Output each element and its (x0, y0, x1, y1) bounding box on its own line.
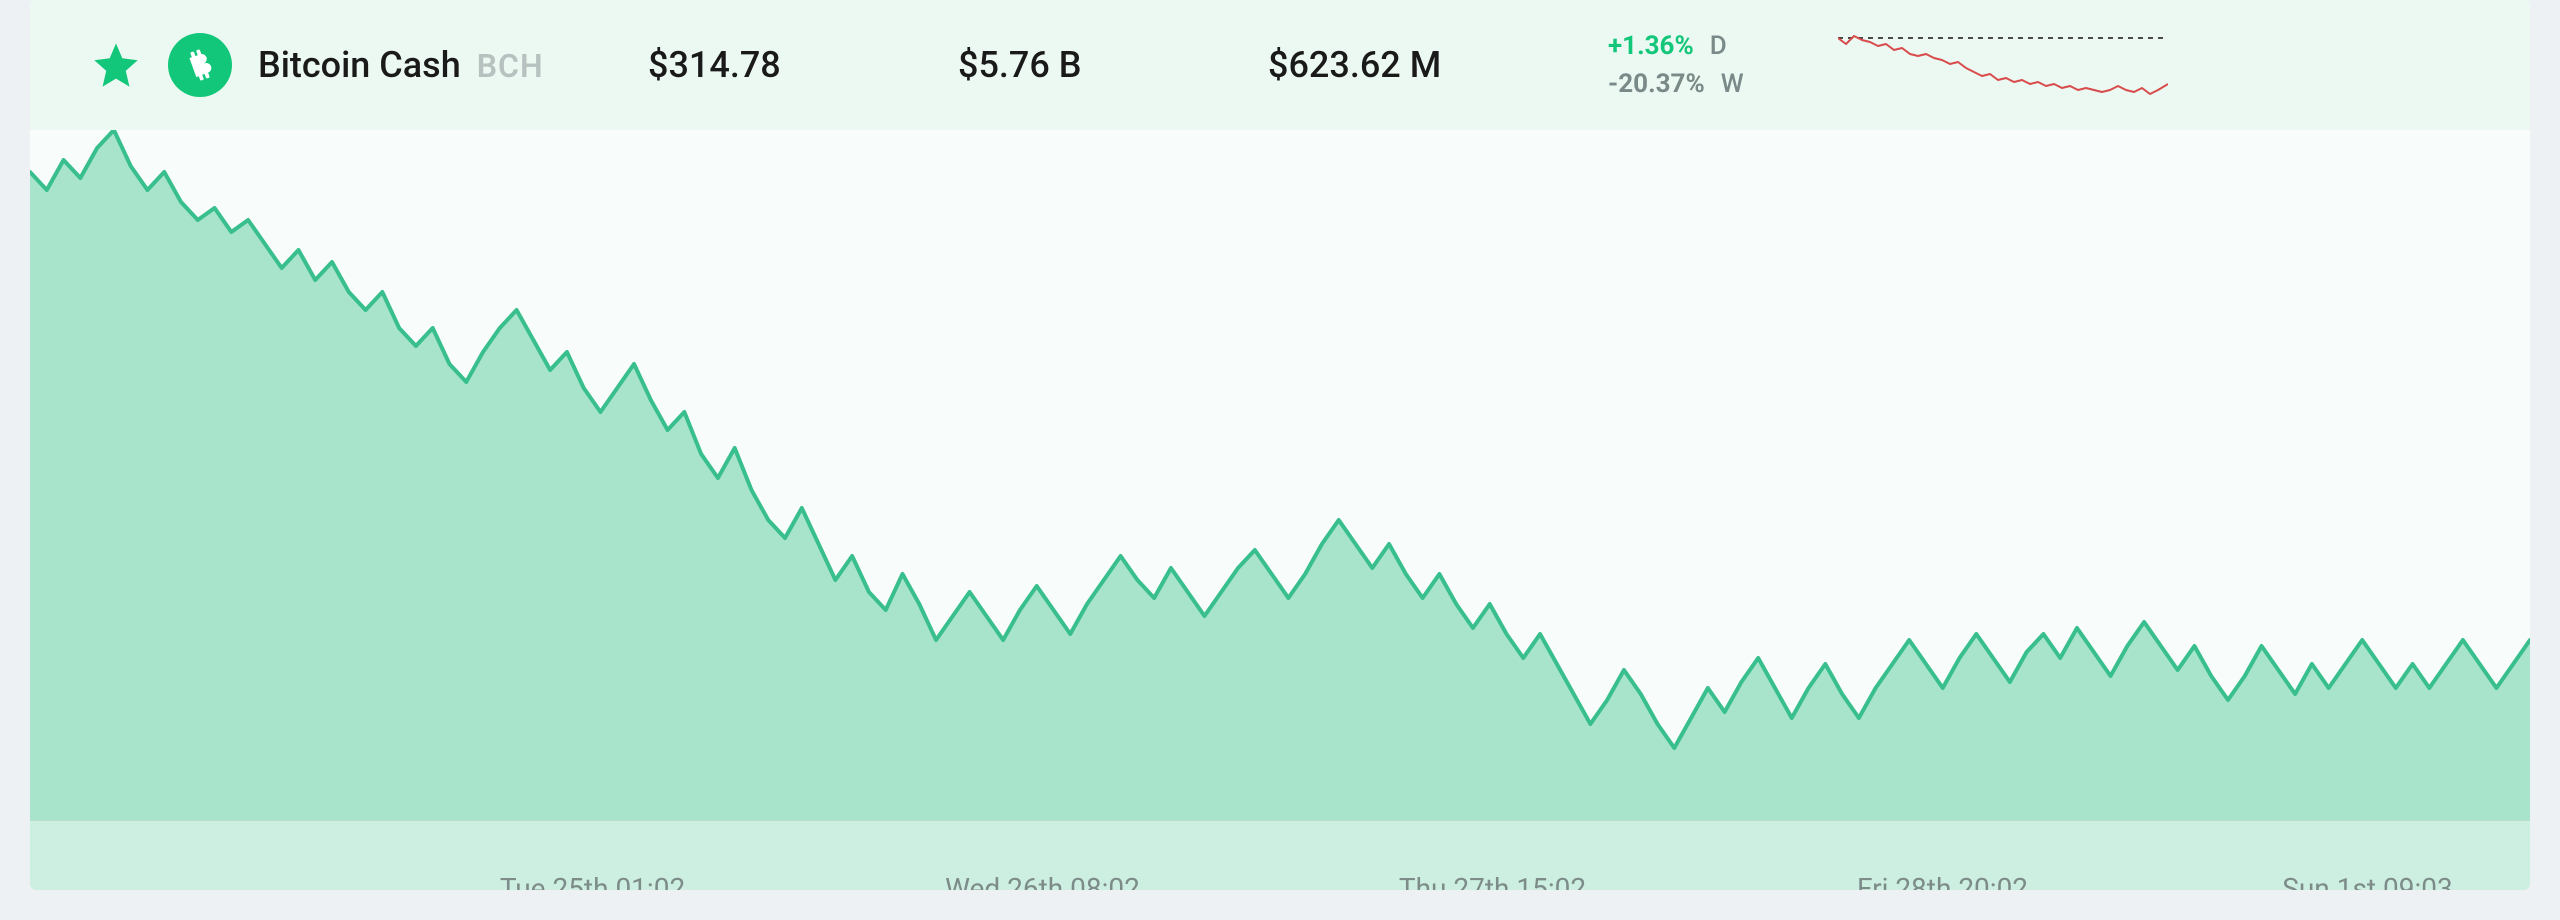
coin-name: Bitcoin Cash (258, 44, 461, 86)
coin-name-block[interactable]: Bitcoin Cash BCH (258, 44, 648, 86)
header-row: Bitcoin Cash BCH $314.78 $5.76 B $623.62… (30, 0, 2530, 130)
x-tick-label: Tue 25th 01:02 (500, 872, 685, 890)
coin-symbol: BCH (477, 47, 544, 85)
x-tick-label: Wed 26th 08:02 (945, 872, 1140, 890)
change-day-value: +1.36% (1608, 31, 1694, 61)
x-tick-label: Sun 1st 09:03 (2282, 872, 2453, 890)
change-week-label: W (1721, 69, 1744, 99)
change-day-label: D (1710, 31, 1727, 61)
crypto-card: Bitcoin Cash BCH $314.78 $5.76 B $623.62… (30, 0, 2530, 890)
price-value: $314.78 (648, 44, 958, 86)
favorite-star-icon[interactable] (90, 39, 142, 91)
sparkline-chart (1838, 20, 2168, 110)
change-block: +1.36% D -20.37% W (1608, 31, 1838, 99)
volume-value: $623.62 M (1268, 44, 1608, 86)
x-tick-label: Thu 27th 15:02 (1399, 872, 1586, 890)
x-tick-label: Fri 28th 20:02 (1857, 872, 2028, 890)
market-cap-value: $5.76 B (958, 44, 1268, 86)
change-week-value: -20.37% (1608, 69, 1705, 99)
coin-logo-icon (168, 33, 232, 97)
price-chart[interactable]: Tue 25th 01:02 Wed 26th 08:02 Thu 27th 15:… (30, 130, 2530, 890)
